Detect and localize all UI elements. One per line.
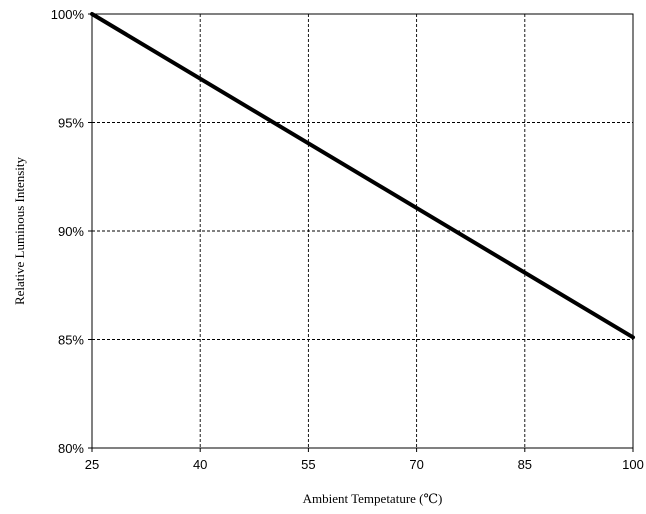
x-tick-label: 70 xyxy=(409,457,423,472)
x-tick-label: 55 xyxy=(301,457,315,472)
y-tick-label: 80% xyxy=(58,441,84,456)
x-tick-label: 100 xyxy=(622,457,644,472)
y-axis-label: Relative Luminous Intensity xyxy=(12,156,27,305)
y-tick-label: 95% xyxy=(58,116,84,131)
x-tick-label: 40 xyxy=(193,457,207,472)
y-tick-label: 85% xyxy=(58,333,84,348)
grid xyxy=(92,14,633,448)
x-axis-label: Ambient Tempetature (℃) xyxy=(303,491,443,506)
series-group xyxy=(90,12,635,340)
x-tick-label: 85 xyxy=(518,457,532,472)
series-line xyxy=(90,12,635,340)
x-tick-label: 25 xyxy=(85,457,99,472)
y-tick-label: 100% xyxy=(51,7,85,22)
y-tick-label: 90% xyxy=(58,224,84,239)
y-tick-labels: 80% 85% 90% 95% 100% xyxy=(51,7,92,456)
x-tick-labels: 25 40 55 70 85 100 xyxy=(85,448,644,472)
